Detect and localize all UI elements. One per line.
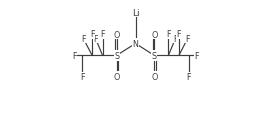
Text: S: S xyxy=(114,51,119,60)
Text: Li: Li xyxy=(132,9,139,18)
Text: F: F xyxy=(173,35,178,43)
Text: F: F xyxy=(166,30,171,39)
Text: S: S xyxy=(152,51,157,60)
Text: F: F xyxy=(187,73,191,82)
Text: F: F xyxy=(81,35,85,43)
Text: F: F xyxy=(195,51,199,60)
Text: F: F xyxy=(177,30,181,39)
Text: F: F xyxy=(100,30,105,39)
Text: F: F xyxy=(72,51,76,60)
Text: O: O xyxy=(151,72,157,81)
Text: F: F xyxy=(80,73,84,82)
Text: O: O xyxy=(114,31,120,39)
Text: N: N xyxy=(133,40,138,49)
Text: F: F xyxy=(93,35,98,43)
Text: F: F xyxy=(90,30,94,39)
Text: O: O xyxy=(114,72,120,81)
Text: F: F xyxy=(186,35,190,43)
Text: O: O xyxy=(151,31,157,39)
